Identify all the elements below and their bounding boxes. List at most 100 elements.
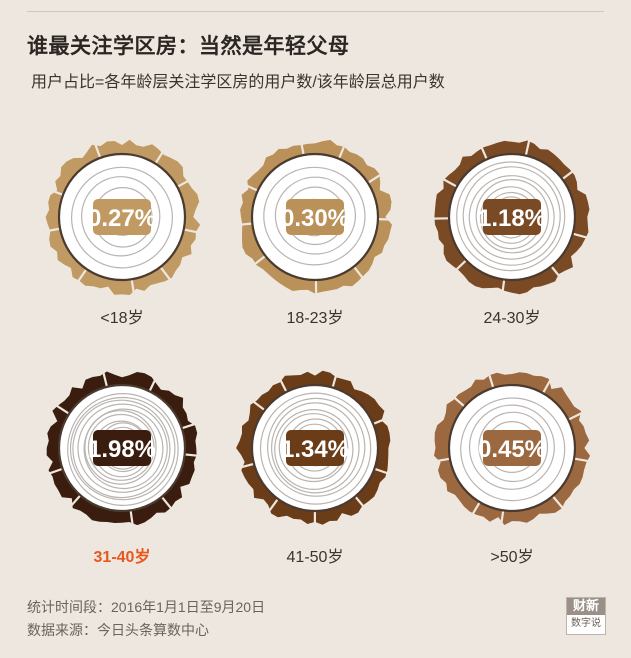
value-label: 0.30% <box>281 205 349 232</box>
footer-source: 数据来源：今日头条算数中心 <box>27 622 209 638</box>
value-label: 1.98% <box>88 436 156 463</box>
logo-line1: 财新 <box>567 598 605 615</box>
bark-crack <box>148 376 158 393</box>
value-label: 1.34% <box>281 436 349 463</box>
growth-ring <box>278 413 349 483</box>
bark-crack <box>479 144 489 161</box>
bark-crack <box>352 265 365 280</box>
category-label: <18岁 <box>100 309 143 327</box>
bark-crack <box>183 453 201 458</box>
bark-crack <box>499 509 505 527</box>
growth-ring <box>285 186 346 246</box>
growth-ring <box>70 166 174 269</box>
growth-ring <box>270 402 360 494</box>
bark-crack <box>501 278 506 296</box>
bark-crack <box>252 254 267 267</box>
category-label: 31-40岁 <box>94 547 151 566</box>
tree-ring-3: 1.98% 31-40岁 <box>46 371 201 566</box>
bark-crack <box>442 177 459 189</box>
growth-ring <box>460 397 566 502</box>
value-badge <box>286 430 344 466</box>
value-label: 1.18% <box>478 205 546 232</box>
bark-crack <box>44 227 62 233</box>
bark-crack <box>129 509 134 527</box>
bark-crack <box>180 422 198 430</box>
growth-ring <box>468 175 555 260</box>
value-badge <box>93 199 151 235</box>
category-label: 24-30岁 <box>484 309 541 327</box>
growth-ring <box>67 393 179 507</box>
tree-ring-0: 0.27% <18岁 <box>44 139 201 327</box>
growth-ring <box>77 403 168 493</box>
growth-ring <box>80 176 161 257</box>
bark-crack <box>376 218 395 221</box>
category-label: 18-23岁 <box>287 309 344 327</box>
growth-ring <box>259 392 372 505</box>
bark-crack <box>55 404 71 416</box>
bark-crack <box>251 399 267 412</box>
growth-ring <box>83 408 164 490</box>
tree-ring-5: 0.45% >50岁 <box>434 372 591 566</box>
bark-crack <box>571 232 589 239</box>
bark-crack <box>337 143 347 161</box>
tree-ring-4: 1.34% 41-50岁 <box>236 370 391 566</box>
bark-crack <box>175 178 192 189</box>
bark-crack <box>551 494 564 510</box>
bark-crack <box>93 142 102 160</box>
bark-crack <box>238 462 256 469</box>
tree-ring-1: 0.30% 18-23岁 <box>236 139 395 327</box>
growth-ring <box>468 404 555 490</box>
value-label: 0.45% <box>478 436 546 463</box>
growth-ring <box>475 179 549 254</box>
value-label: 0.27% <box>88 205 156 232</box>
bark-crack <box>236 222 254 227</box>
growth-ring <box>478 411 549 483</box>
bark-crack <box>153 149 165 166</box>
bark-crack <box>353 495 367 510</box>
bark-crack <box>160 495 173 510</box>
growth-ring <box>274 176 356 255</box>
growth-ring <box>267 397 366 497</box>
bark-crack <box>572 457 591 463</box>
bark-crack <box>470 500 482 517</box>
growth-ring <box>479 186 542 250</box>
bark-crack <box>566 411 584 422</box>
bark-crack <box>278 377 288 394</box>
bark-crack <box>267 497 280 513</box>
bark-crack <box>373 467 390 476</box>
bark-crack <box>524 139 531 157</box>
bark-crack <box>47 188 65 197</box>
growth-ring <box>263 166 366 266</box>
growth-ring <box>84 410 157 485</box>
bark-crack <box>68 493 82 509</box>
bark-crack <box>541 378 552 395</box>
value-badge <box>483 430 541 466</box>
bark-crack <box>434 457 452 463</box>
growth-ring <box>87 413 155 481</box>
value-badge <box>93 430 151 466</box>
growth-ring <box>72 399 171 499</box>
bark-crack <box>76 267 89 283</box>
chart-subtitle: 用户占比=各年龄层关注学区房的用户数/该年龄层总用户数 <box>31 74 445 91</box>
bark-crack <box>453 258 468 273</box>
top-divider <box>27 11 604 12</box>
bark-crack <box>242 182 260 193</box>
caixin-logo: 财新 数字说 <box>566 597 606 635</box>
category-label: 41-50岁 <box>287 548 344 566</box>
bark-crack <box>451 395 467 409</box>
bark-crack <box>487 372 495 390</box>
bark-crack <box>299 139 305 157</box>
growth-ring <box>462 166 561 266</box>
bark-crack <box>102 371 109 389</box>
logo-line2: 数字说 <box>571 618 601 629</box>
growth-ring <box>69 396 176 501</box>
growth-ring <box>274 409 354 491</box>
bark-crack <box>371 416 389 426</box>
value-badge <box>483 199 541 235</box>
bark-crack <box>130 278 136 296</box>
chart-title: 谁最关注学区房：当然是年轻父母 <box>27 35 350 58</box>
bark-crack <box>182 228 200 234</box>
category-label: >50岁 <box>490 548 533 566</box>
footer-period: 统计时间段：2016年1月1日至9月20日 <box>27 599 266 615</box>
